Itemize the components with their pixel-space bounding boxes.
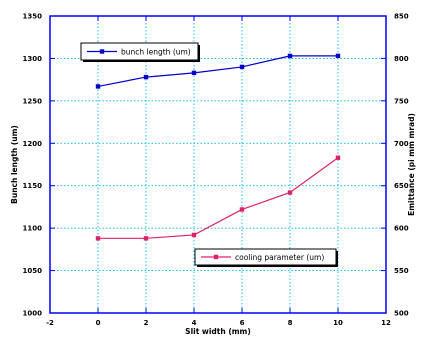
- x-tick-label: 6: [240, 319, 245, 327]
- x-tick-label: -2: [46, 319, 54, 327]
- legend-box: [194, 248, 337, 266]
- legend-box: [80, 42, 199, 61]
- y-axis-left-title: Bunch length (um): [10, 125, 19, 204]
- legend-label: bunch length (um): [121, 47, 191, 56]
- y-left-tick-label: 1000: [23, 310, 43, 318]
- axis-ticks: -2 0 2 4 6 8 10 12 1000 1050 1100 1150 1200 1250 1300 1…: [23, 13, 409, 328]
- x-tick-label: 12: [381, 319, 391, 327]
- y-right-tick-label: 750: [394, 97, 409, 105]
- y-left-tick-label: 1050: [23, 267, 43, 275]
- legend-label: cooling parameter (um): [235, 253, 324, 262]
- y-right-tick-label: 850: [394, 13, 409, 21]
- series: [95, 53, 341, 241]
- data-point-0: [191, 70, 197, 76]
- y-left-tick-label: 1150: [23, 182, 43, 190]
- legend-swatch-marker: [213, 254, 219, 260]
- legends: bunch length (um) cooling parameter (um): [80, 42, 338, 267]
- data-point-0: [239, 64, 245, 70]
- data-point-1: [191, 232, 197, 238]
- data-point-1: [335, 155, 341, 160]
- y-left-tick-label: 1250: [23, 97, 43, 105]
- legend-1: cooling parameter (um): [194, 248, 338, 267]
- y-left-tick-label: 1200: [23, 140, 43, 148]
- data-point-0: [287, 53, 293, 59]
- series-line-1: [98, 157, 339, 239]
- y-right-tick-label: 500: [394, 310, 409, 318]
- data-point-1: [95, 236, 101, 241]
- legend-swatch-marker: [99, 49, 105, 54]
- series-line-0: [97, 55, 338, 88]
- x-tick-label: 4: [192, 319, 197, 327]
- y-left-tick-label: 1300: [23, 55, 43, 63]
- data-point-0: [95, 84, 101, 89]
- y-axis-right-title: Emittance (pi mm mrad): [407, 113, 416, 216]
- y-left-tick-label: 1100: [23, 225, 43, 233]
- x-axis-title: Slit width (mm): [185, 327, 251, 336]
- data-point-1: [239, 207, 245, 212]
- x-tick-label: 2: [144, 319, 149, 327]
- x-tick-label: 10: [333, 319, 343, 327]
- data-point-0: [143, 74, 149, 80]
- plot-frame: [49, 15, 387, 314]
- y-right-tick-label: 700: [394, 140, 409, 148]
- y-right-tick-label: 800: [394, 55, 409, 63]
- y-right-tick-label: 600: [394, 225, 409, 233]
- x-tick-label: 0: [96, 319, 101, 327]
- data-point-0: [335, 53, 341, 59]
- y-right-tick-label: 550: [394, 267, 409, 275]
- data-point-1: [287, 190, 293, 195]
- x-tick-label: 8: [288, 319, 293, 327]
- data-point-1: [143, 236, 149, 241]
- legend-0: bunch length (um): [80, 42, 200, 62]
- y-right-tick-label: 650: [394, 182, 409, 190]
- y-left-tick-label: 1350: [23, 13, 43, 21]
